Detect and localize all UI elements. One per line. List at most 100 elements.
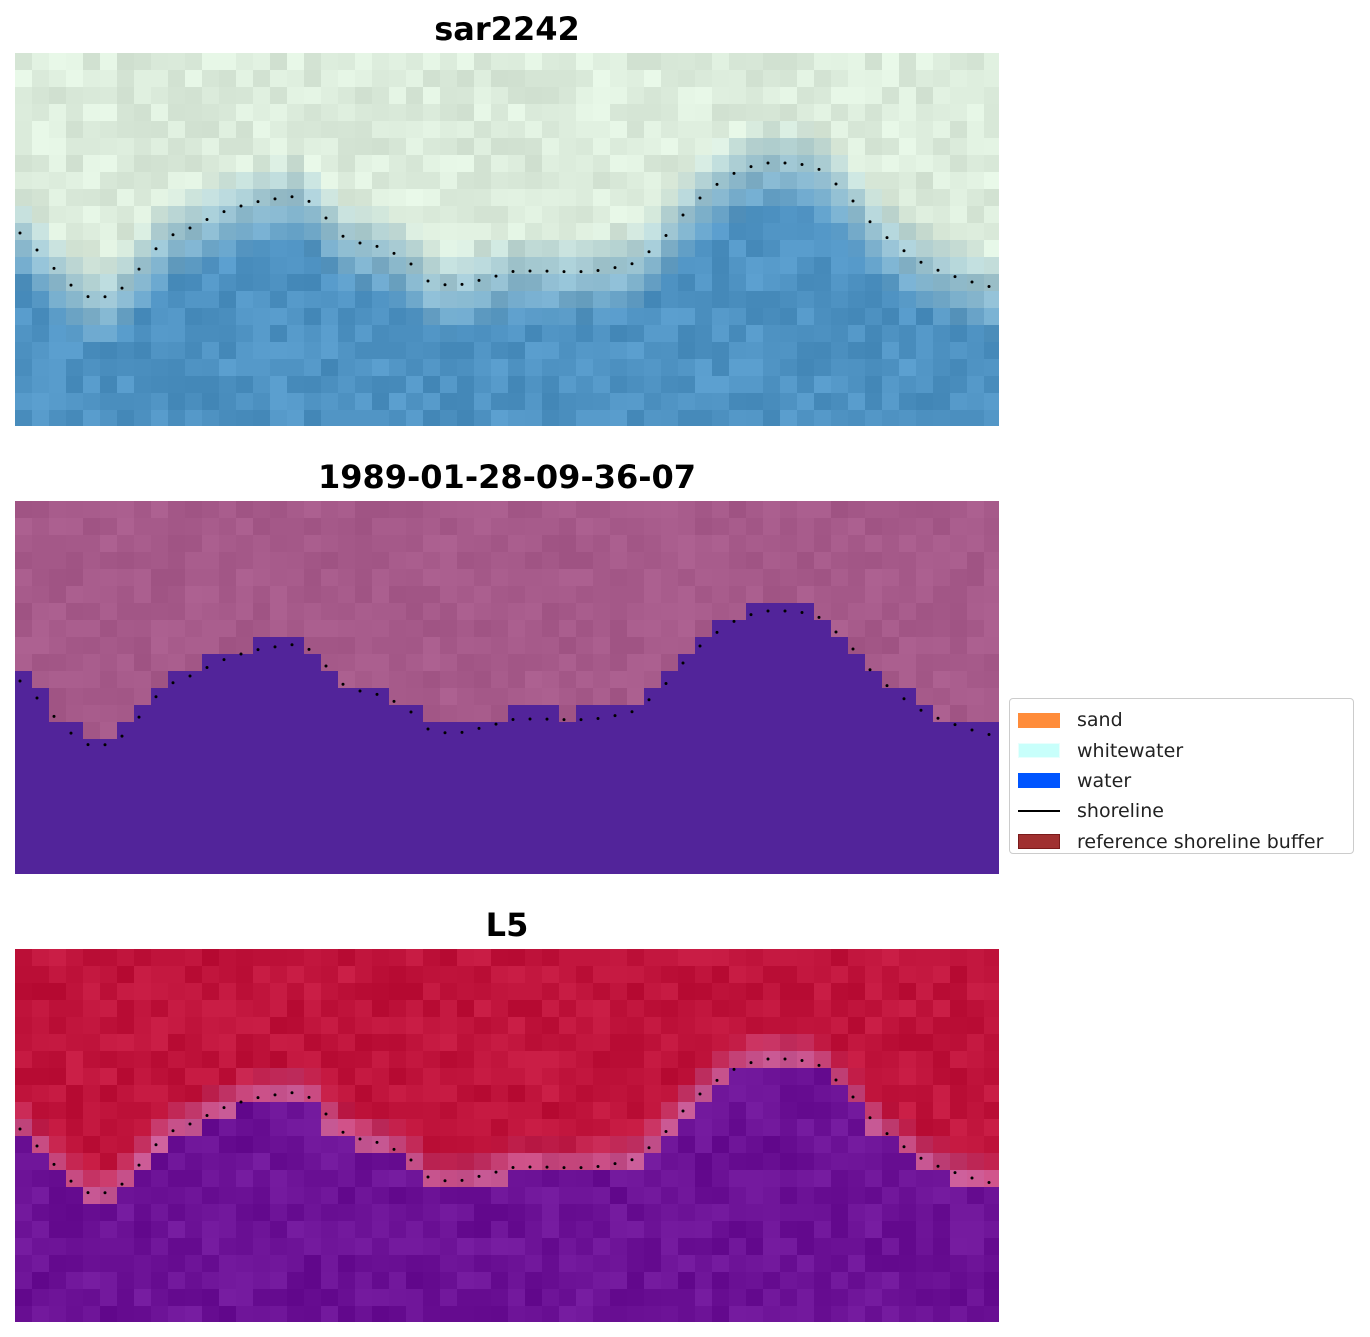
image-pixel xyxy=(440,858,458,874)
image-pixel xyxy=(253,393,271,411)
image-pixel xyxy=(831,70,849,88)
image-pixel xyxy=(117,688,135,706)
image-pixel xyxy=(865,807,883,825)
image-pixel xyxy=(15,552,33,570)
image-pixel xyxy=(780,949,798,967)
image-pixel xyxy=(202,121,220,139)
image-pixel xyxy=(984,949,999,967)
image-pixel xyxy=(491,705,509,723)
image-pixel xyxy=(270,949,288,967)
image-pixel xyxy=(865,189,883,207)
image-pixel xyxy=(848,308,866,326)
image-pixel xyxy=(882,620,900,638)
image-pixel xyxy=(32,70,50,88)
image-pixel xyxy=(899,70,917,88)
image-pixel xyxy=(406,756,424,774)
image-pixel xyxy=(984,1085,999,1103)
image-pixel xyxy=(593,342,611,360)
image-pixel xyxy=(644,1170,662,1188)
image-pixel xyxy=(848,1289,866,1307)
image-pixel xyxy=(525,53,543,71)
image-pixel xyxy=(202,70,220,88)
image-pixel xyxy=(865,722,883,740)
image-pixel xyxy=(950,739,968,757)
image-pixel xyxy=(627,1017,645,1035)
image-pixel xyxy=(321,376,339,394)
image-pixel xyxy=(661,1238,679,1256)
image-pixel xyxy=(134,104,152,122)
image-pixel xyxy=(457,983,475,1001)
image-pixel xyxy=(49,552,67,570)
image-pixel xyxy=(202,1255,220,1273)
image-pixel xyxy=(66,1170,84,1188)
image-pixel xyxy=(678,603,696,621)
image-pixel xyxy=(882,637,900,655)
image-pixel xyxy=(916,688,934,706)
image-pixel xyxy=(559,569,577,587)
image-pixel xyxy=(763,1204,781,1222)
image-pixel xyxy=(338,966,356,984)
image-pixel xyxy=(83,257,101,275)
image-pixel xyxy=(49,257,67,275)
image-pixel xyxy=(984,501,999,519)
image-pixel xyxy=(338,172,356,190)
image-pixel xyxy=(729,410,747,426)
image-pixel xyxy=(236,138,254,156)
image-pixel xyxy=(627,274,645,292)
image-pixel xyxy=(831,586,849,604)
image-pixel xyxy=(882,410,900,426)
image-pixel xyxy=(610,722,628,740)
image-pixel xyxy=(32,535,50,553)
image-pixel xyxy=(151,1000,169,1018)
image-pixel xyxy=(542,1204,560,1222)
image-pixel xyxy=(287,1000,305,1018)
image-pixel xyxy=(304,807,322,825)
image-pixel xyxy=(780,104,798,122)
image-pixel xyxy=(32,291,50,309)
rgb-image xyxy=(15,53,999,426)
image-pixel xyxy=(134,172,152,190)
image-pixel xyxy=(967,790,985,808)
shoreline-dot xyxy=(596,1164,600,1168)
image-pixel xyxy=(950,325,968,343)
image-pixel xyxy=(338,274,356,292)
image-pixel xyxy=(644,1034,662,1052)
image-pixel xyxy=(661,841,679,859)
image-pixel xyxy=(389,841,407,859)
image-pixel xyxy=(916,359,934,377)
image-pixel xyxy=(712,70,730,88)
image-pixel xyxy=(576,155,594,173)
image-pixel xyxy=(49,620,67,638)
image-pixel xyxy=(185,257,203,275)
image-pixel xyxy=(933,858,951,874)
image-pixel xyxy=(355,603,373,621)
image-pixel xyxy=(508,1102,526,1120)
image-pixel xyxy=(321,688,339,706)
image-pixel xyxy=(355,104,373,122)
image-pixel xyxy=(576,223,594,241)
image-pixel xyxy=(32,637,50,655)
image-pixel xyxy=(372,705,390,723)
image-pixel xyxy=(780,858,798,874)
image-pixel xyxy=(508,1153,526,1171)
image-pixel xyxy=(678,1000,696,1018)
image-pixel xyxy=(695,552,713,570)
image-pixel xyxy=(797,620,815,638)
image-pixel xyxy=(474,552,492,570)
image-pixel xyxy=(746,223,764,241)
image-pixel xyxy=(66,1119,84,1137)
image-pixel xyxy=(593,824,611,842)
image-pixel xyxy=(644,552,662,570)
image-pixel xyxy=(831,654,849,672)
image-pixel xyxy=(440,257,458,275)
image-pixel xyxy=(916,722,934,740)
image-pixel xyxy=(287,824,305,842)
image-pixel xyxy=(168,87,186,105)
image-pixel xyxy=(899,274,917,292)
image-pixel xyxy=(848,603,866,621)
image-pixel xyxy=(814,1136,832,1154)
image-pixel xyxy=(287,155,305,173)
image-pixel xyxy=(32,155,50,173)
image-pixel xyxy=(695,1272,713,1290)
image-pixel xyxy=(933,569,951,587)
